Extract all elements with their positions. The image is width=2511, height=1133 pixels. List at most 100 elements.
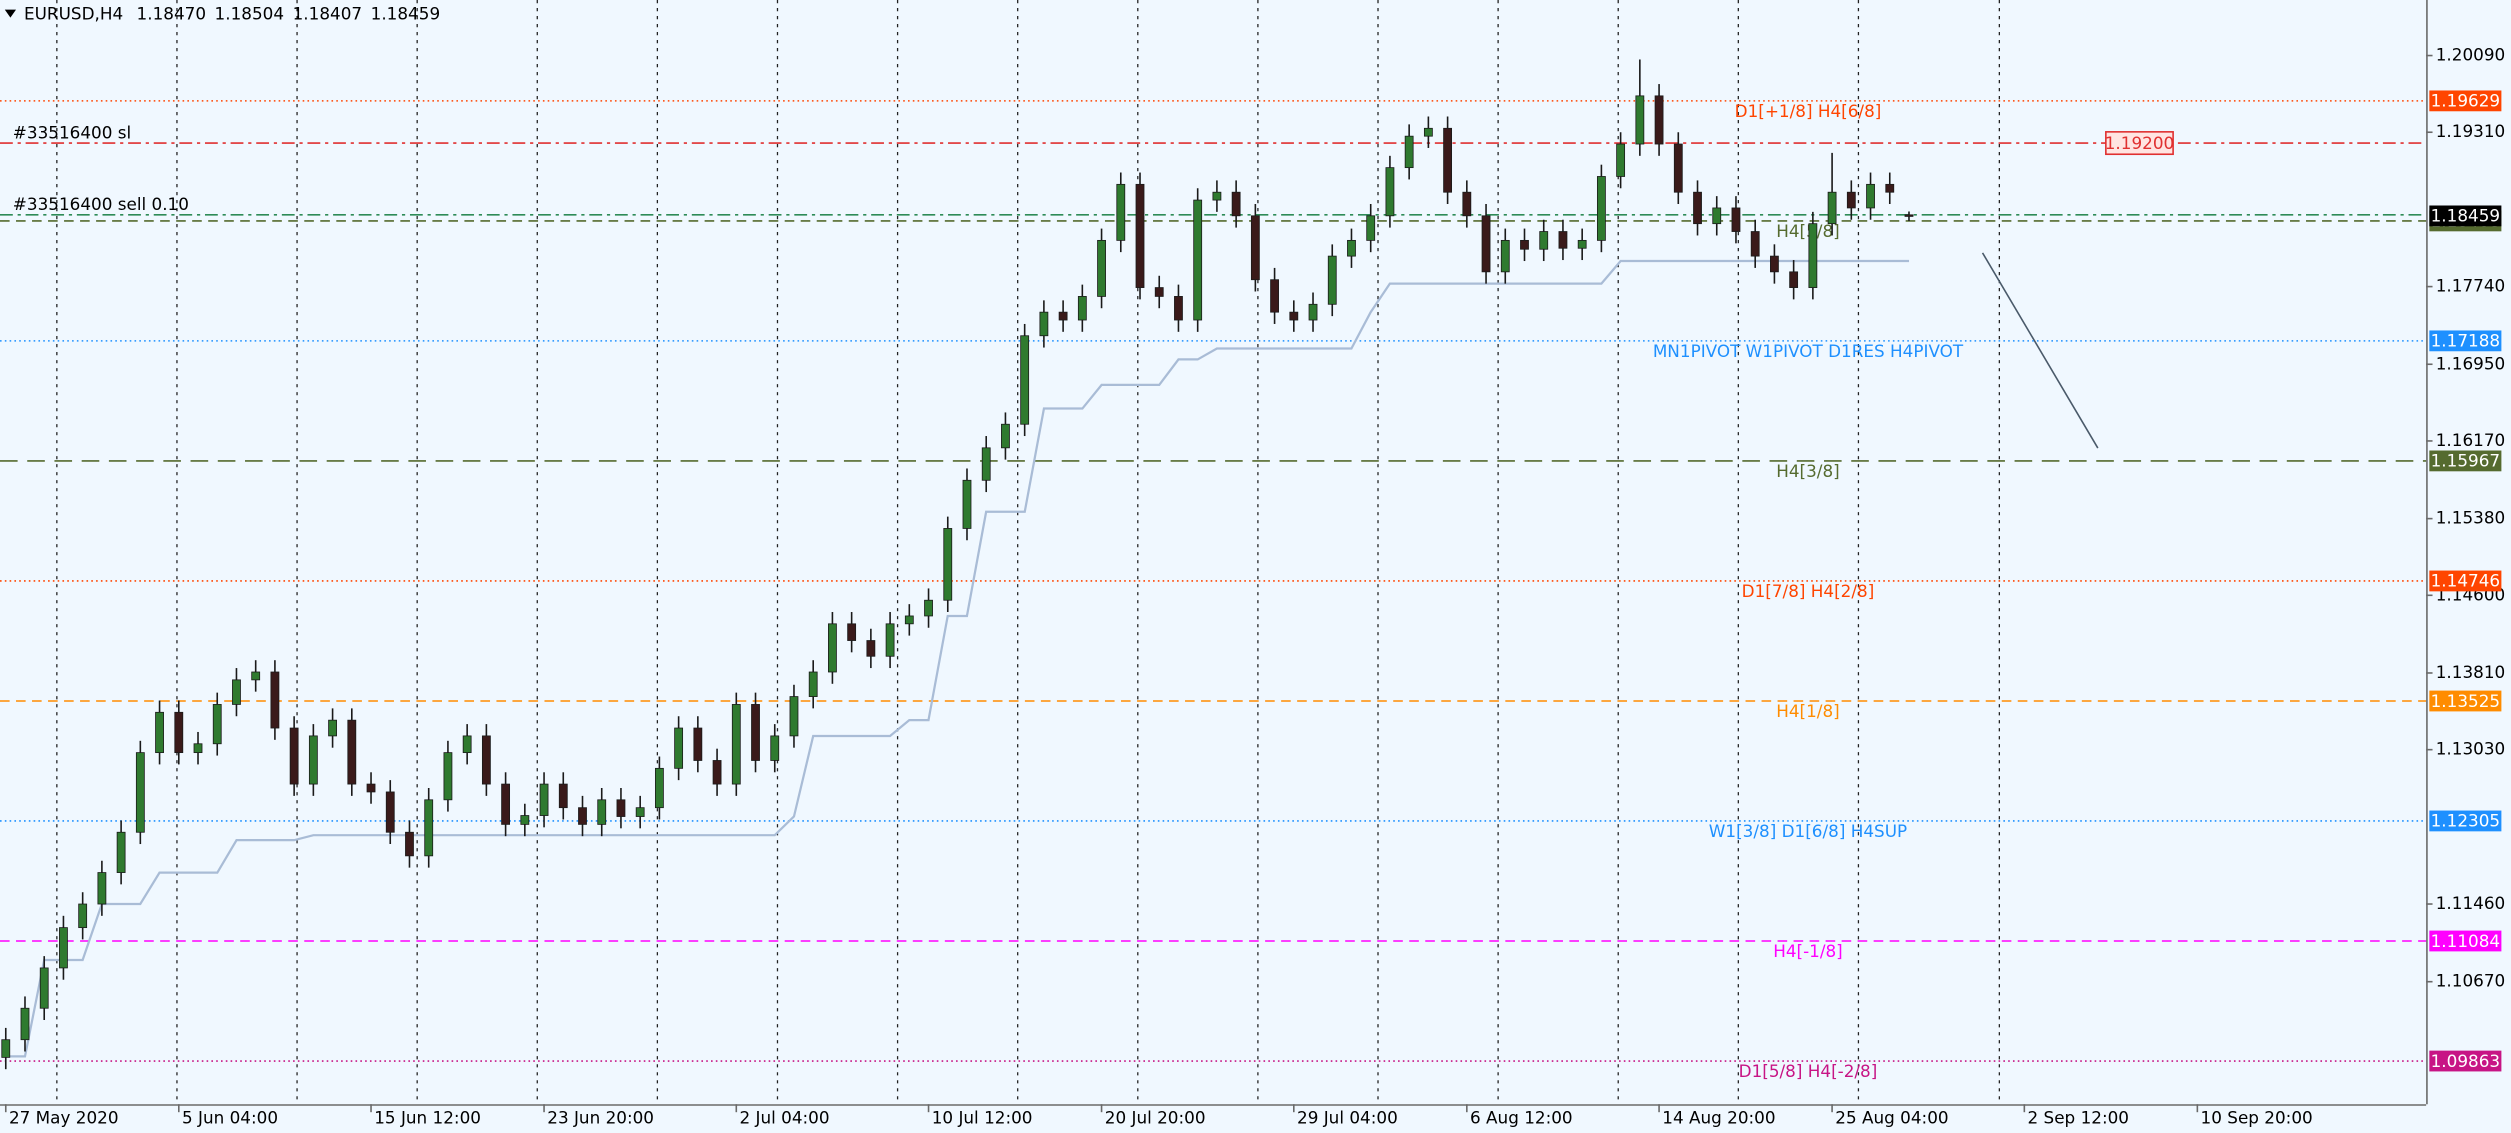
candle-body — [904, 615, 914, 625]
candle-body — [1596, 176, 1606, 241]
candle-body — [501, 783, 511, 825]
candle-body — [1712, 207, 1722, 225]
candle-body — [1, 1039, 11, 1058]
candle-body — [135, 752, 145, 833]
candle-body — [1904, 214, 1914, 217]
x-tick-label: 5 Jun 04:00 — [182, 1108, 278, 1128]
candle-body — [443, 752, 453, 801]
candle-body — [1385, 167, 1395, 217]
candle-body — [1500, 239, 1510, 273]
candle-body — [693, 727, 703, 761]
candle-body — [155, 711, 164, 754]
time-grid — [56, 0, 2000, 1105]
candle-body — [981, 447, 991, 481]
candle-body — [1327, 255, 1337, 305]
level-text: H4[3/8] — [1776, 461, 1839, 481]
y-tick-label: 1.11460 — [2436, 893, 2505, 913]
candle-body — [1885, 183, 1895, 193]
y-tick-label: 1.15380 — [2436, 508, 2505, 528]
candle-body — [1289, 311, 1299, 321]
price-tag — [2429, 690, 2502, 712]
candle-body — [1558, 231, 1568, 249]
candle-body — [39, 967, 49, 1009]
price-tag-label: 1.17188 — [2431, 331, 2500, 351]
order-text: #33516400 sl — [13, 122, 131, 142]
order-price-label: 1.19200 — [2105, 133, 2174, 153]
candle-body — [1001, 423, 1010, 449]
candle-body — [808, 671, 818, 697]
price-tag — [2429, 330, 2502, 352]
x-tick-label: 15 Jun 12:00 — [374, 1108, 481, 1128]
candle-body — [789, 696, 799, 737]
x-tick-label: 2 Sep 12:00 — [2028, 1108, 2129, 1128]
candle-body — [674, 727, 684, 769]
candle-body — [1193, 199, 1203, 321]
candle-body — [962, 479, 972, 529]
x-tick-label: 2 Jul 04:00 — [739, 1108, 829, 1128]
x-tick-label: 14 Aug 20:00 — [1662, 1108, 1775, 1128]
price-tag-label: 1.19629 — [2431, 91, 2500, 111]
candle-body — [1827, 191, 1837, 225]
candle-body — [770, 735, 780, 761]
candle-body — [866, 640, 876, 657]
candle-body — [1250, 215, 1260, 281]
candle-body — [1020, 335, 1030, 425]
chart-header: EURUSD,H4 1.18470 1.18504 1.18407 1.1845… — [24, 3, 440, 23]
candle-body — [20, 1007, 30, 1041]
candle-body — [1770, 255, 1779, 273]
candle-body — [520, 815, 530, 825]
candle-body — [59, 927, 68, 969]
y-tick-label: 1.13810 — [2436, 662, 2505, 682]
candle-body — [1654, 95, 1664, 145]
candle-body — [924, 599, 933, 617]
candle-body — [1116, 183, 1126, 241]
candle-body — [347, 719, 357, 785]
candle-body — [1577, 239, 1587, 249]
candle-body — [116, 831, 126, 873]
level-text: H4[-1/8] — [1773, 941, 1843, 961]
candle-body — [578, 807, 587, 825]
price-tag — [2429, 205, 2502, 227]
menu-arrow[interactable] — [4, 9, 17, 18]
x-tick-label: 25 Aug 04:00 — [1835, 1108, 1948, 1128]
candle-body — [1635, 95, 1645, 145]
candle-body — [1866, 183, 1875, 209]
level-text: D1[7/8] H4[2/8] — [1742, 581, 1875, 601]
y-tick-label: 1.19310 — [2436, 121, 2505, 141]
candle-body — [289, 727, 299, 785]
candle-body — [1154, 287, 1164, 297]
candle-body — [1539, 231, 1549, 250]
candle-body — [232, 679, 241, 705]
candle-body — [1846, 191, 1856, 209]
candle-body — [635, 807, 645, 817]
candle-body — [1616, 143, 1626, 177]
candle-body — [212, 704, 222, 745]
candle-body — [1693, 191, 1702, 225]
candle-body — [1097, 239, 1106, 297]
level-text: D1[+1/8] H4[6/8] — [1735, 101, 1882, 121]
candle-body — [1270, 279, 1279, 313]
candle-body — [1462, 191, 1472, 217]
candle-body — [1423, 127, 1433, 137]
level-text: W1[3/8] D1[6/8] H4SUP — [1709, 821, 1907, 841]
candle-body — [251, 671, 261, 681]
level-text: H4[5/8] — [1776, 221, 1839, 241]
candle-body — [558, 783, 568, 809]
candle-body — [654, 767, 664, 809]
candle-body — [885, 623, 895, 657]
order-text: #33516400 sell 0.10 — [13, 194, 189, 214]
quote-high: 1.18504 — [215, 3, 284, 23]
indicator-line — [5, 259, 1910, 1058]
trend-line[interactable] — [1981, 252, 2099, 449]
price-tag-label: 1.12305 — [2431, 811, 2500, 831]
y-tick-label: 1.16170 — [2436, 430, 2505, 450]
candle-body — [1039, 311, 1049, 337]
price-tag-label: 1.18459 — [2431, 206, 2500, 226]
x-tick-label: 23 Jun 20:00 — [547, 1108, 654, 1128]
price-tag-label: 1.15967 — [2431, 451, 2500, 471]
plot: D1[+1/8] H4[6/8] H4[5/8] MN1PIVOT W1PIVOT … — [0, 59, 2427, 1081]
candle-body — [308, 735, 318, 785]
candle-body — [1789, 271, 1799, 288]
